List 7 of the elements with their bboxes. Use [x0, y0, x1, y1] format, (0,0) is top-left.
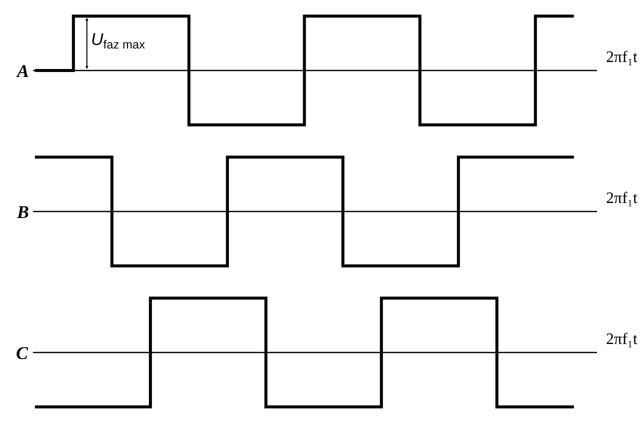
- y-axis-title: C: [16, 343, 29, 363]
- annotation: U$_{faz max}$: [91, 30, 145, 52]
- x-axis-title: 2πf₁t: [606, 190, 638, 207]
- y-axis-title: B: [16, 202, 30, 222]
- x-axis-title: 2πf₁t: [606, 331, 638, 348]
- y-axis-title: A: [16, 61, 30, 81]
- x-axis-title: 2πf₁t: [606, 49, 638, 66]
